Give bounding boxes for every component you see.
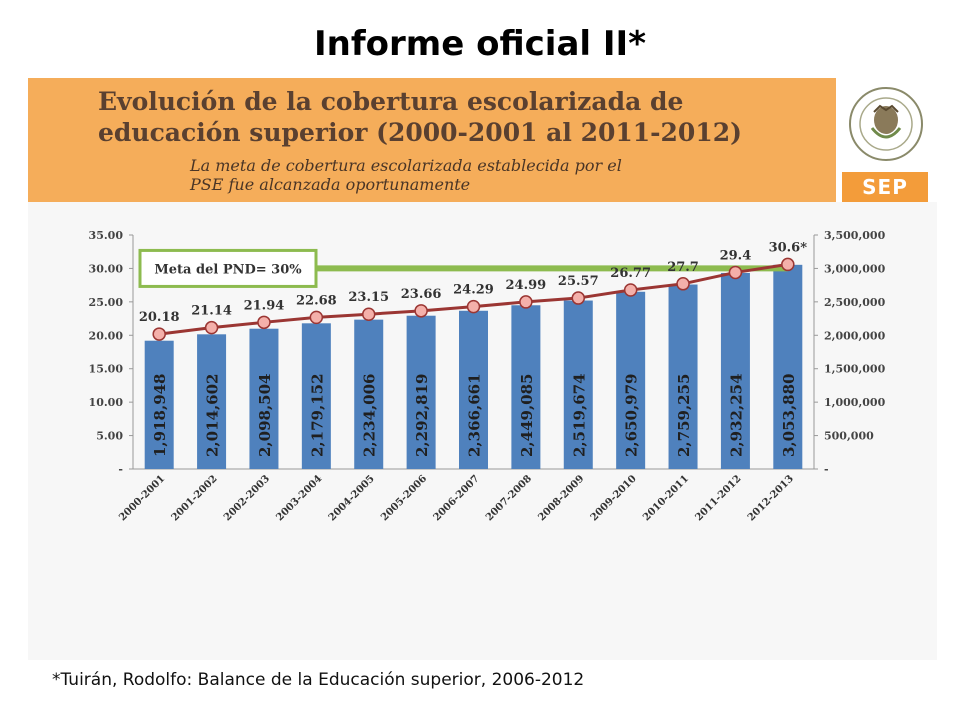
bar-value-label: 2,234,006 [361,373,379,457]
x-tick-label: 2004-2005 [327,473,377,523]
line-value-label: 24.29 [453,283,494,298]
right-tick-label: 2,500,000 [824,296,886,309]
line-value-label: 30.6* [769,240,808,255]
bar [406,315,436,469]
line-value-label: 29.4 [720,248,752,263]
target-label-box [138,248,318,288]
line-marker [676,277,690,291]
bar [563,300,593,469]
line-value-label: 21.94 [244,298,285,313]
x-tick-label: 2005-2006 [379,473,429,523]
bar [249,328,279,469]
bar-value-label: 2,759,255 [675,373,693,457]
line-value-label: 21.14 [191,304,232,319]
line-marker [466,299,481,314]
bar-value-label: 2,449,085 [518,373,536,457]
line-marker [414,304,428,318]
left-tick-label: 15.00 [89,363,124,376]
bar [354,319,384,469]
right-tick-label: 500,000 [824,430,874,443]
x-tick-label: 2008-2009 [536,473,586,523]
bar-value-label: 2,179,152 [308,373,326,457]
target-label: Meta del PND= 30% [154,262,302,277]
mexican-emblem-icon [849,87,923,161]
x-tick-label: 2003-2004 [274,473,324,523]
line-marker [204,320,219,335]
line-marker [361,307,376,321]
right-tick-label: 1,500,000 [824,363,886,376]
line-marker [728,265,743,280]
bar [668,284,698,469]
chart-subheading-line2: PSE fue alcanzada oportunamente [190,175,471,194]
bar [144,340,174,469]
x-tick-label: 2010-2011 [641,473,691,523]
line-marker [623,283,638,297]
left-tick-label: 20.00 [89,329,124,342]
bar-value-label: 2,366,661 [466,373,484,457]
left-tick-label: - [118,463,123,476]
bar [459,310,488,469]
line-value-label: 24.99 [506,278,547,293]
line-value-label: 23.66 [401,287,442,302]
chart-heading: Evolución de la cobertura escolarizada d… [98,86,828,148]
line-value-label: 26.77 [610,266,651,281]
x-tick-label: 2002-2003 [222,473,272,523]
bar-value-label: 2,932,254 [727,373,745,457]
bar [511,305,541,469]
chart-heading-line1: Evolución de la cobertura escolarizada d… [98,87,684,116]
line-marker [781,257,795,272]
line-marker [571,291,586,305]
bar-value-label: 2,292,819 [413,373,431,457]
bar-value-label: 1,918,948 [151,373,169,457]
line-marker [309,310,324,325]
left-tick-label: 10.00 [89,396,124,409]
bar-value-label: 2,098,504 [256,373,274,457]
right-tick-label: 1,000,000 [824,396,886,409]
x-tick-label: 2006-2007 [432,473,482,523]
chart-subheading-line1: La meta de cobertura escolarizada establ… [190,156,622,175]
line-marker [257,315,271,330]
right-tick-label: 3,000,000 [824,262,886,275]
slide-panel: Evolución de la cobertura escolarizada d… [28,78,937,660]
line-marker [152,327,166,341]
chart-subheading: La meta de cobertura escolarizada establ… [190,156,750,194]
left-tick-label: 5.00 [96,430,123,443]
x-tick-label: 2007-2008 [484,473,534,523]
line-value-label: 25.57 [558,274,599,289]
right-tick-label: 2,000,000 [824,329,886,342]
bar-value-label: 2,650,979 [623,373,641,457]
left-tick-label: 30.00 [89,262,124,275]
slide-title: Informe oficial II* [314,24,646,64]
footnote: *Tuirán, Rodolfo: Balance de la Educació… [52,670,585,690]
bar [197,334,227,469]
chart-heading-line2: educación superior (2000-2001 al 2011-20… [98,118,742,147]
line-value-label: 27.7 [667,260,699,275]
x-tick-label: 2000-2001 [117,473,167,523]
bar-value-label: 2,014,602 [204,373,222,457]
line-value-label: 20.18 [139,310,180,325]
header-band: Evolución de la cobertura escolarizada d… [28,78,836,202]
sep-logo: SEP [842,172,928,202]
bar-value-label: 3,053,880 [780,373,798,457]
x-tick-label: 2009-2010 [589,473,639,523]
bar [720,272,750,469]
line-marker [519,295,533,309]
line-value-label: 23.15 [348,290,389,305]
x-tick-label: 2011-2012 [693,473,743,523]
x-tick-label: 2001-2002 [170,473,220,523]
line-value-label: 22.68 [296,293,337,308]
chart-area: - 5.00 10.00 15.00 20.00 25.00 30.00 35.00 - 500,… [28,202,937,660]
bar-value-label: 2,519,674 [570,373,588,457]
left-tick-label: 25.00 [89,296,124,309]
right-tick-label: - [824,463,829,476]
bar-line-chart: - 5.00 10.00 15.00 20.00 25.00 30.00 35.00 - 500,… [89,229,886,523]
bar [616,291,646,469]
right-tick-label: 3,500,000 [824,229,886,242]
bar [773,264,803,469]
left-tick-label: 35.00 [89,229,124,242]
bar [301,323,331,469]
x-tick-label: 2012-2013 [746,473,796,523]
